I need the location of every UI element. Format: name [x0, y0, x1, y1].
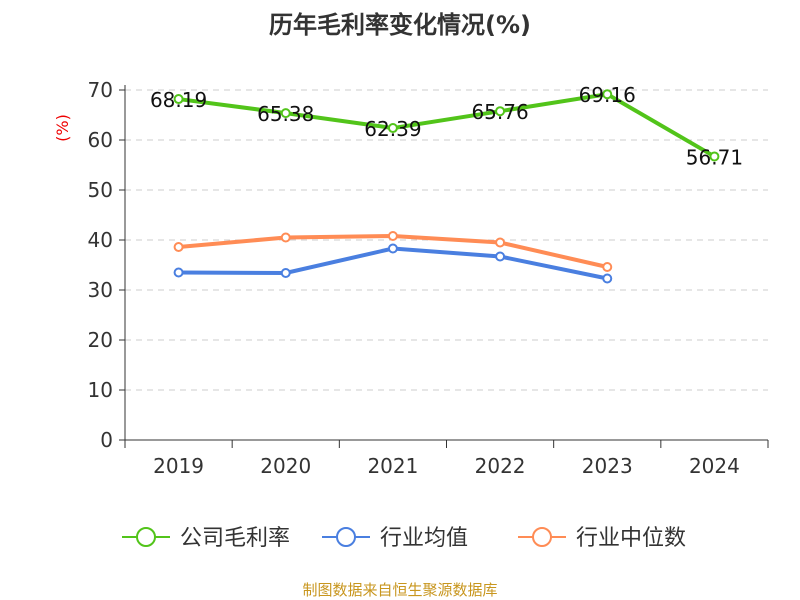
data-point [173, 242, 184, 252]
y-tick-label: 50 [88, 178, 113, 202]
data-point [173, 267, 184, 278]
data-point [280, 108, 291, 119]
series-line-0 [178, 92, 716, 159]
data-point [387, 231, 398, 241]
y-tick-label: 0 [100, 428, 113, 452]
y-axis-label: (%) [53, 114, 72, 142]
data-point [495, 251, 506, 262]
data-point [602, 89, 613, 100]
data-point [280, 232, 291, 243]
data-point [387, 123, 398, 134]
x-tick-label: 2021 [367, 454, 418, 478]
legend-marker [336, 527, 356, 547]
x-tick-label: 2024 [689, 454, 740, 478]
legend-marker [136, 527, 156, 547]
data-point [602, 273, 613, 284]
data-label: 65.38 [257, 102, 314, 126]
legend-label: 行业中位数 [576, 526, 686, 551]
data-point [602, 262, 613, 272]
y-tick-label: 10 [88, 378, 113, 402]
data-point [387, 243, 398, 254]
chart-title: 历年毛利率变化情况(%) [269, 11, 531, 39]
y-tick-label: 70 [88, 78, 113, 102]
data-label: 56.71 [686, 145, 743, 169]
legend-label: 公司毛利率 [180, 526, 290, 551]
data-point [709, 151, 720, 162]
data-label: 69.16 [579, 83, 636, 107]
data-point [495, 106, 506, 117]
legend-marker [532, 527, 552, 547]
x-tick-label: 2022 [475, 454, 526, 478]
y-tick-label: 20 [88, 328, 113, 352]
data-point [280, 268, 291, 278]
data-label: 68.19 [150, 88, 207, 112]
source-note: 制图数据来自恒生聚源数据库 [302, 581, 497, 599]
data-point [495, 237, 506, 248]
y-tick-label: 60 [88, 128, 113, 152]
x-tick-label: 2020 [260, 454, 311, 478]
x-tick-label: 2019 [153, 454, 204, 478]
data-point [173, 94, 184, 105]
x-tick-label: 2023 [582, 454, 633, 478]
legend-label: 行业均值 [380, 526, 468, 551]
data-label: 65.76 [471, 100, 528, 124]
y-tick-label: 30 [88, 278, 113, 302]
data-label: 62.39 [364, 117, 421, 141]
y-tick-label: 40 [88, 228, 113, 252]
